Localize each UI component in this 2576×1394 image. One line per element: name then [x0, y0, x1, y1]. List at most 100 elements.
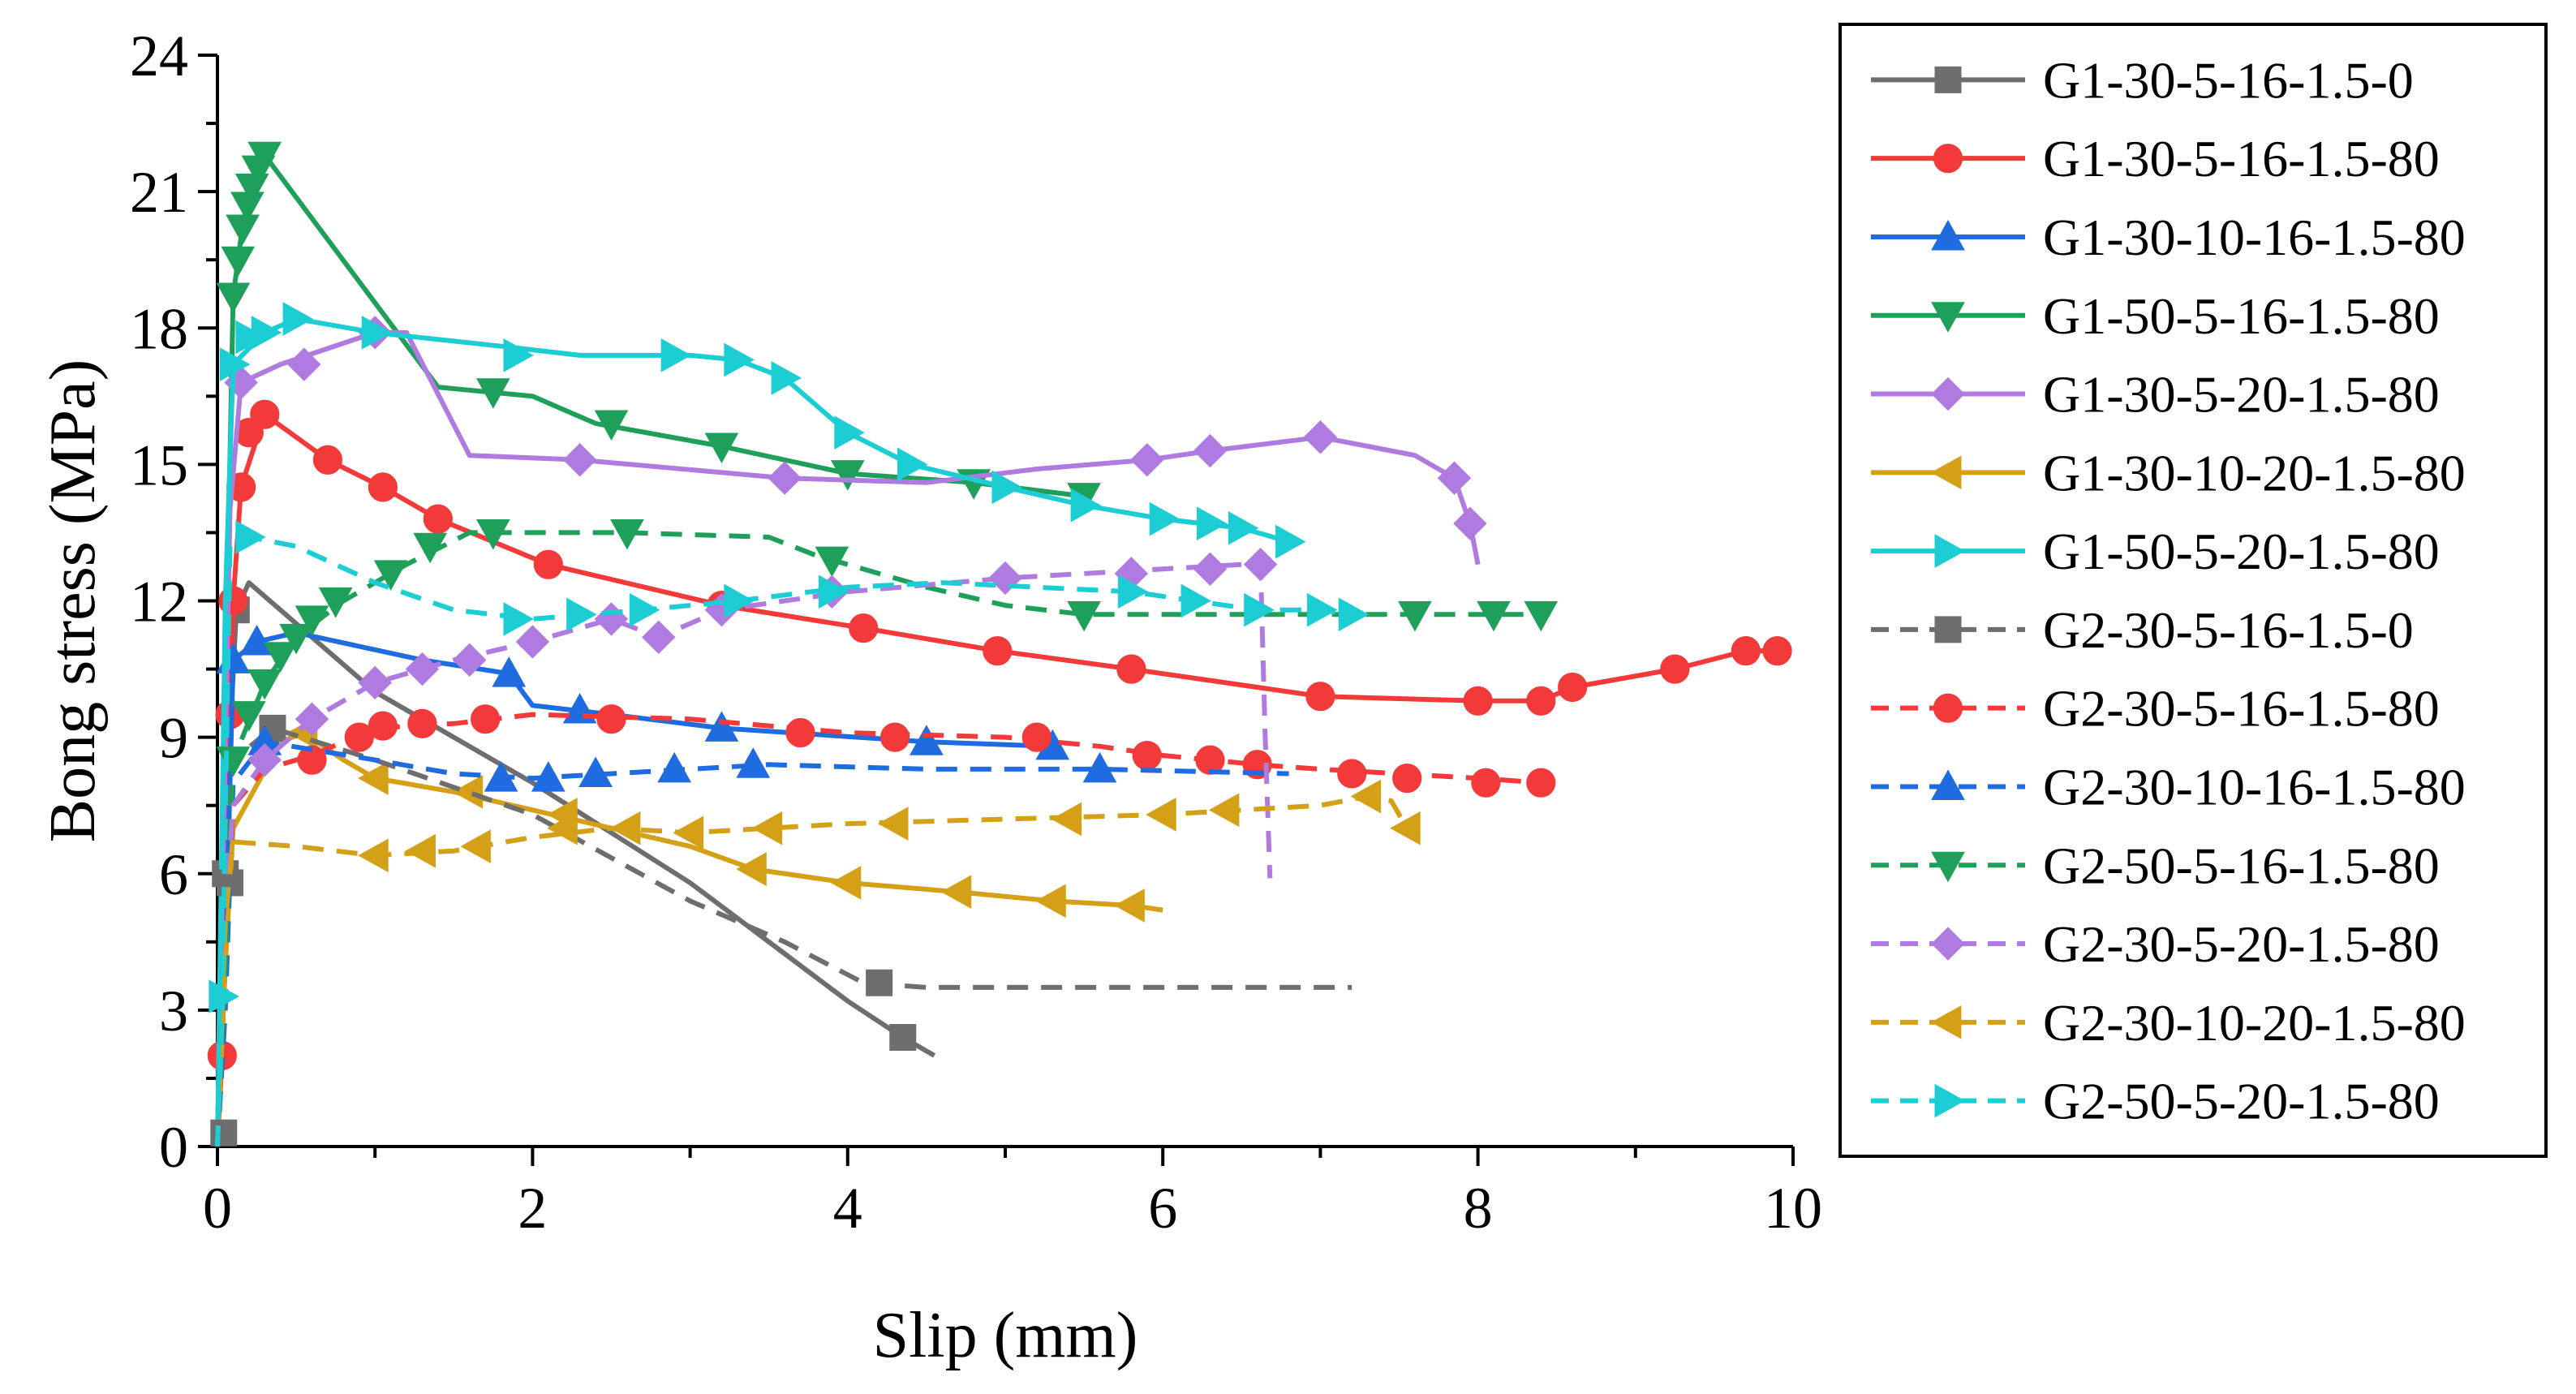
- data-point: [596, 704, 626, 734]
- legend-label: G1-50-5-16-1.5-80: [2043, 287, 2440, 345]
- legend-item: G2-30-5-20-1.5-80: [1871, 915, 2440, 973]
- data-point: [1558, 672, 1588, 703]
- y-tick-label-12: 12: [130, 570, 188, 635]
- data-point: [1021, 722, 1051, 752]
- data-point: [235, 320, 266, 355]
- data-point: [1193, 433, 1228, 468]
- legend-item: G1-30-10-16-1.5-80: [1871, 209, 2466, 266]
- legend-label: G2-30-5-20-1.5-80: [2043, 915, 2440, 973]
- data-point: [405, 833, 436, 868]
- y-tick-label-18: 18: [130, 296, 188, 361]
- data-point: [815, 546, 849, 578]
- legend-marker: [1934, 616, 1962, 643]
- data-point: [818, 574, 849, 609]
- series-line-G1-50-5-16-1.5-80: [215, 153, 1085, 1147]
- series-line-G2-50-5-16-1.5-80: [215, 530, 1542, 1147]
- data-point: [879, 722, 910, 752]
- data-point: [1196, 506, 1228, 541]
- data-point: [476, 518, 510, 550]
- legend-item: G2-50-5-16-1.5-80: [1871, 837, 2440, 894]
- legend-item: G1-30-5-16-1.5-0: [1871, 51, 2414, 109]
- legend-marker: [1931, 219, 1965, 251]
- data-point: [1146, 798, 1176, 832]
- data-point: [279, 623, 313, 655]
- series-layer: [207, 141, 1792, 1147]
- data-point: [1244, 592, 1275, 627]
- data-point: [910, 725, 944, 755]
- data-point: [209, 979, 239, 1013]
- data-point: [594, 602, 629, 636]
- data-point: [318, 587, 353, 618]
- data-point: [834, 415, 865, 450]
- data-point: [235, 520, 266, 554]
- series-G2-30-5-16-1.5-80: [215, 704, 1556, 1147]
- data-point: [297, 745, 327, 775]
- legend-items: G1-30-5-16-1.5-0 G1-30-5-16-1.5-80 G1-30-1…: [1871, 51, 2466, 1130]
- legend-item: G1-50-5-20-1.5-80: [1871, 523, 2440, 580]
- x-axis-ticks: 0 2 4 6 8 10: [203, 1147, 1822, 1241]
- series-line-G1-30-10-20-1.5-80: [215, 730, 1163, 1147]
- data-point: [736, 747, 771, 778]
- data-point: [287, 347, 321, 381]
- data-point: [751, 811, 783, 845]
- data-point: [1526, 768, 1556, 798]
- data-point: [1350, 779, 1382, 814]
- data-point: [736, 852, 767, 886]
- x-tick-label-0: 0: [203, 1176, 232, 1241]
- data-point: [704, 711, 739, 742]
- data-point: [251, 316, 282, 350]
- data-point: [1243, 547, 1278, 582]
- data-point: [239, 624, 274, 656]
- series-G1-30-10-16-1.5-80: [215, 624, 1070, 1147]
- legend-item: G2-30-5-16-1.5-0: [1871, 601, 2414, 659]
- data-point: [282, 302, 314, 336]
- data-point: [1390, 811, 1421, 845]
- data-point: [673, 815, 704, 850]
- y-axis-title: Bong stress (MPa): [37, 359, 109, 843]
- data-point: [460, 829, 491, 863]
- legend-item: G1-30-10-20-1.5-80: [1871, 444, 2466, 501]
- data-point: [704, 432, 739, 463]
- data-point: [1392, 763, 1422, 794]
- series-line-G2-30-5-16-1.5-0: [215, 725, 1353, 1147]
- data-point: [1149, 501, 1180, 536]
- data-point: [452, 775, 484, 809]
- data-point: [216, 282, 251, 314]
- data-point: [1116, 654, 1146, 684]
- data-point: [1070, 488, 1102, 523]
- data-point: [562, 443, 597, 477]
- data-point: [1117, 574, 1149, 609]
- data-point: [492, 656, 527, 687]
- data-point: [988, 561, 1022, 596]
- legend-marker: [1930, 1005, 1962, 1039]
- data-point: [983, 636, 1013, 666]
- data-point: [642, 620, 676, 655]
- data-point: [476, 378, 510, 409]
- legend-label: G2-30-10-20-1.5-80: [2043, 994, 2466, 1052]
- legend-item: G2-50-5-20-1.5-80: [1871, 1073, 2440, 1130]
- y-tick-label-3: 3: [159, 979, 188, 1043]
- series-G2-30-10-16-1.5-80: [215, 725, 1289, 1147]
- data-point: [247, 669, 282, 700]
- data-point: [1193, 552, 1228, 586]
- data-point: [247, 742, 282, 777]
- data-point: [609, 811, 641, 845]
- data-point: [1471, 768, 1501, 798]
- data-point: [1305, 682, 1335, 712]
- data-point: [1524, 600, 1559, 632]
- data-point: [1526, 686, 1556, 716]
- series-G2-50-5-16-1.5-80: [215, 518, 1559, 1147]
- data-point: [423, 504, 453, 534]
- data-point: [210, 1119, 238, 1147]
- data-point: [660, 338, 692, 372]
- data-point: [657, 751, 692, 783]
- data-point: [849, 613, 879, 643]
- legend-marker: [1931, 376, 1965, 411]
- x-tick-label-8: 8: [1464, 1176, 1493, 1241]
- data-point: [1398, 600, 1432, 632]
- data-point: [295, 702, 329, 736]
- data-point: [368, 472, 398, 502]
- legend-label: G2-50-5-20-1.5-80: [2043, 1073, 2440, 1130]
